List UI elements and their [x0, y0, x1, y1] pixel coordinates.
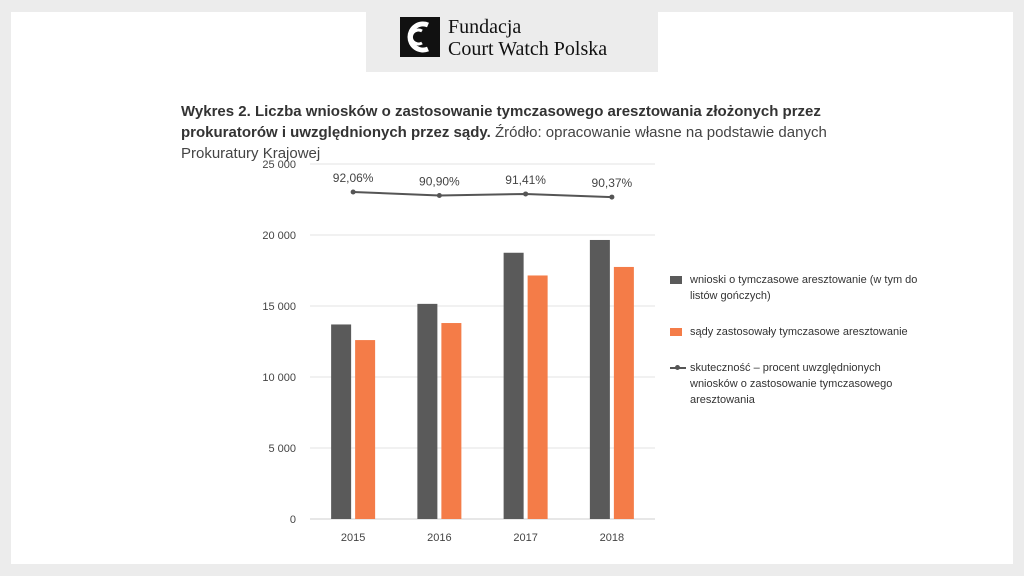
percentage-label: 92,06%: [333, 171, 374, 185]
legend-label-series2: sądy zastosowały tymczasowe aresztowanie: [690, 326, 908, 338]
court-watch-logo-icon: [400, 17, 440, 57]
x-tick-label: 2016: [427, 532, 451, 544]
bar-wnioski: [589, 239, 610, 519]
x-tick-label: 2017: [513, 532, 537, 544]
bar-zastosowane: [355, 340, 376, 519]
chart-legend: wnioski o tymczasowe aresztowanie (w tym…: [670, 272, 920, 428]
legend-label-line: skuteczność – procent uwzględnionych wni…: [690, 362, 893, 406]
chart-title: Wykres 2. Liczba wniosków o zastosowanie…: [181, 103, 821, 141]
bar-wnioski: [503, 252, 524, 519]
percentage-point: [436, 192, 442, 198]
y-tick-label: 0: [290, 514, 296, 526]
percentage-label: 90,37%: [592, 176, 633, 190]
percentage-point: [609, 194, 615, 200]
logo-text: Fundacja Court Watch Polska: [448, 16, 607, 60]
legend-item-series2: sądy zastosowały tymczasowe aresztowanie: [670, 324, 920, 340]
legend-label-series1: wnioski o tymczasowe aresztowanie (w tym…: [690, 274, 918, 302]
x-tick-label: 2018: [600, 532, 624, 544]
y-tick-label: 15 000: [262, 301, 296, 313]
percentage-point: [350, 189, 356, 195]
logo-line1: Fundacja: [448, 16, 522, 38]
legend-swatch-series2: [670, 328, 682, 336]
bar-wnioski: [417, 303, 438, 519]
chart-source: Źródło: opracowanie własne na podstawie …: [181, 124, 827, 162]
y-tick-label: 25 000: [262, 159, 296, 171]
y-tick-label: 5 000: [268, 443, 296, 455]
legend-item-line: skuteczność – procent uwzględnionych wni…: [670, 360, 920, 408]
bar-zastosowane: [441, 323, 462, 519]
y-tick-label: 10 000: [262, 372, 296, 384]
chart-caption: Wykres 2. Liczba wniosków o zastosowanie…: [181, 101, 881, 164]
percentage-line: [353, 191, 612, 199]
legend-swatch-series1: [670, 276, 682, 284]
percentage-label: 91,41%: [505, 173, 546, 187]
percentage-point: [523, 191, 529, 197]
logo-line2: Court Watch Polska: [448, 38, 608, 60]
percentage-label: 90,90%: [419, 174, 460, 188]
bar-wnioski: [331, 324, 352, 519]
y-tick-label: 20 000: [262, 230, 296, 242]
legend-item-series1: wnioski o tymczasowe aresztowanie (w tym…: [670, 272, 920, 304]
bar-zastosowane: [613, 266, 634, 519]
x-tick-label: 2015: [341, 532, 365, 544]
bar-zastosowane: [527, 275, 548, 519]
legend-swatch-line: [670, 365, 686, 370]
